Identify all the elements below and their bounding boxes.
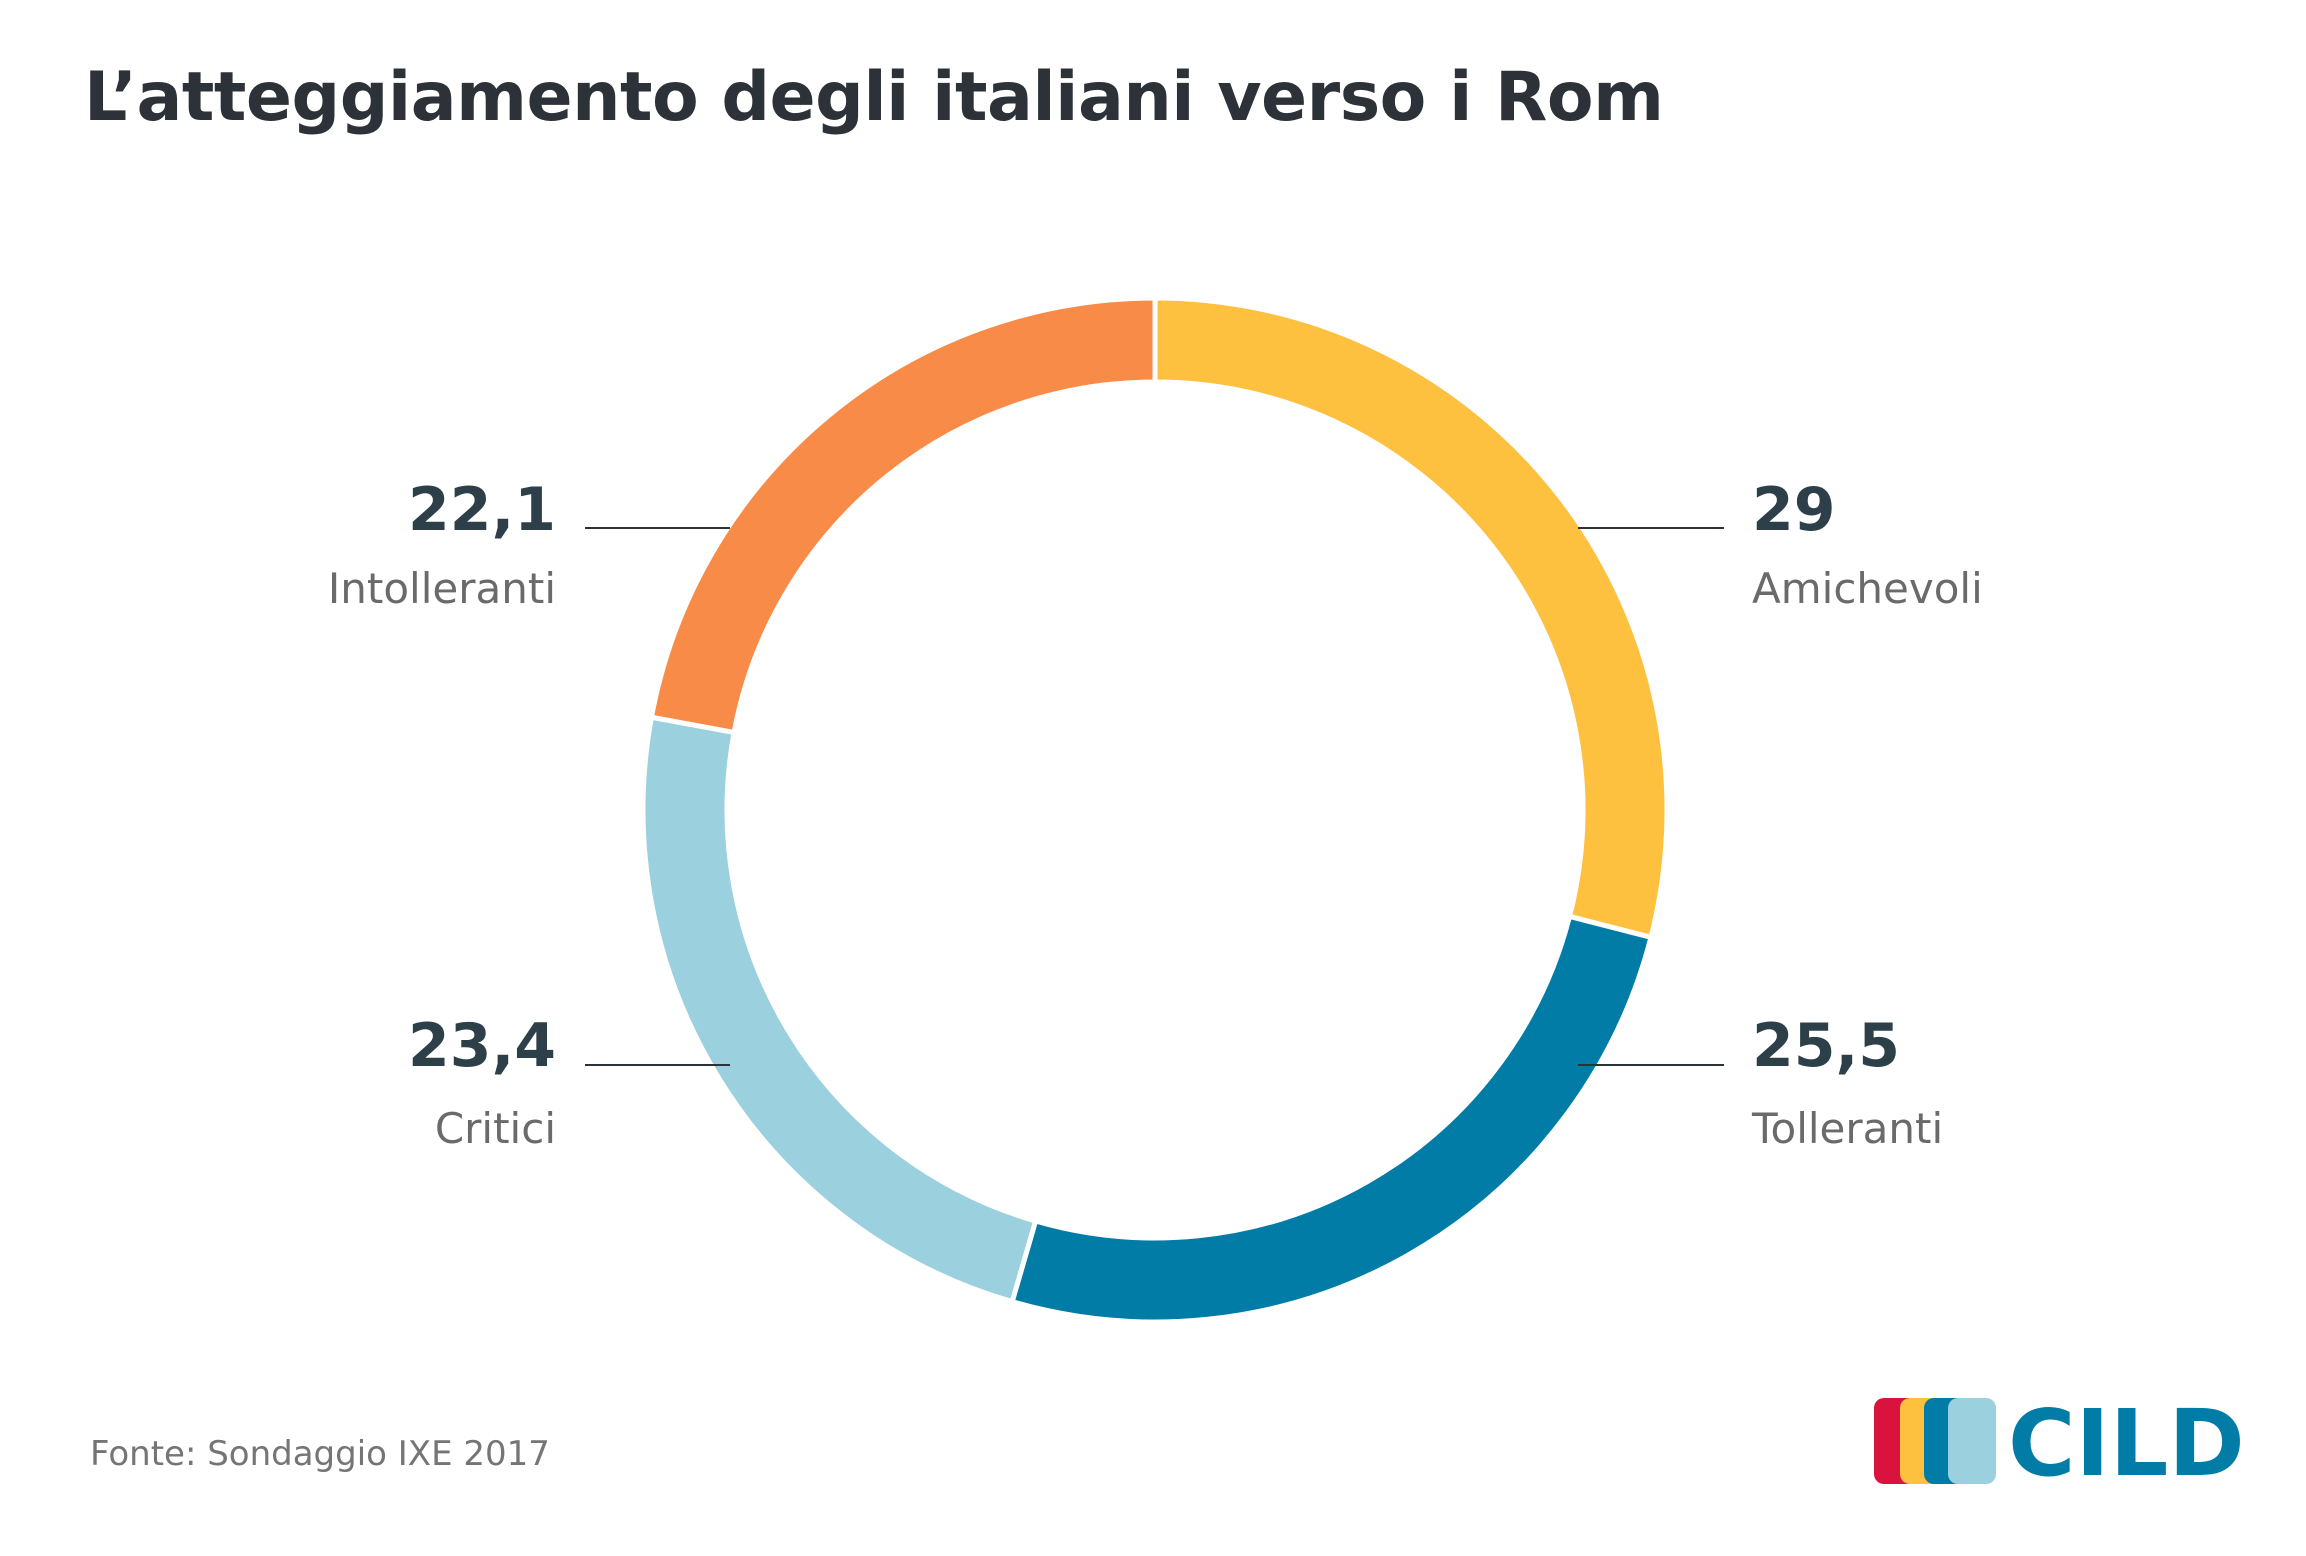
slice-annotations: 29 Amichevoli 25,5 Tolleranti 23,4 Critici 22,… — [328, 475, 1983, 1153]
source-note: Fonte: Sondaggio IXE 2017 — [90, 1434, 550, 1474]
logo-wordmark: CILD — [2008, 1396, 2245, 1486]
slice-amichevoli — [1152, 295, 1670, 941]
value-label-intolleranti: 22,1 — [408, 475, 556, 545]
slice-critici — [640, 714, 1039, 1305]
value-label-amichevoli: 29 — [1752, 475, 1836, 545]
logo-bar-lightblue — [1948, 1398, 1996, 1484]
cild-logo: CILD — [1874, 1396, 2245, 1486]
donut-slices — [640, 295, 1670, 1325]
value-label-tolleranti: 25,5 — [1752, 1011, 1900, 1081]
value-label-critici: 23,4 — [408, 1011, 556, 1081]
category-label-intolleranti: Intolleranti — [328, 564, 556, 613]
chart-title: L’atteggiamento degli italiani verso i R… — [84, 58, 1664, 137]
slice-tolleranti — [1009, 913, 1654, 1325]
category-label-critici: Critici — [435, 1104, 556, 1153]
category-label-amichevoli: Amichevoli — [1752, 564, 1983, 613]
category-label-tolleranti: Tolleranti — [1751, 1104, 1943, 1153]
slice-intolleranti — [648, 295, 1158, 736]
